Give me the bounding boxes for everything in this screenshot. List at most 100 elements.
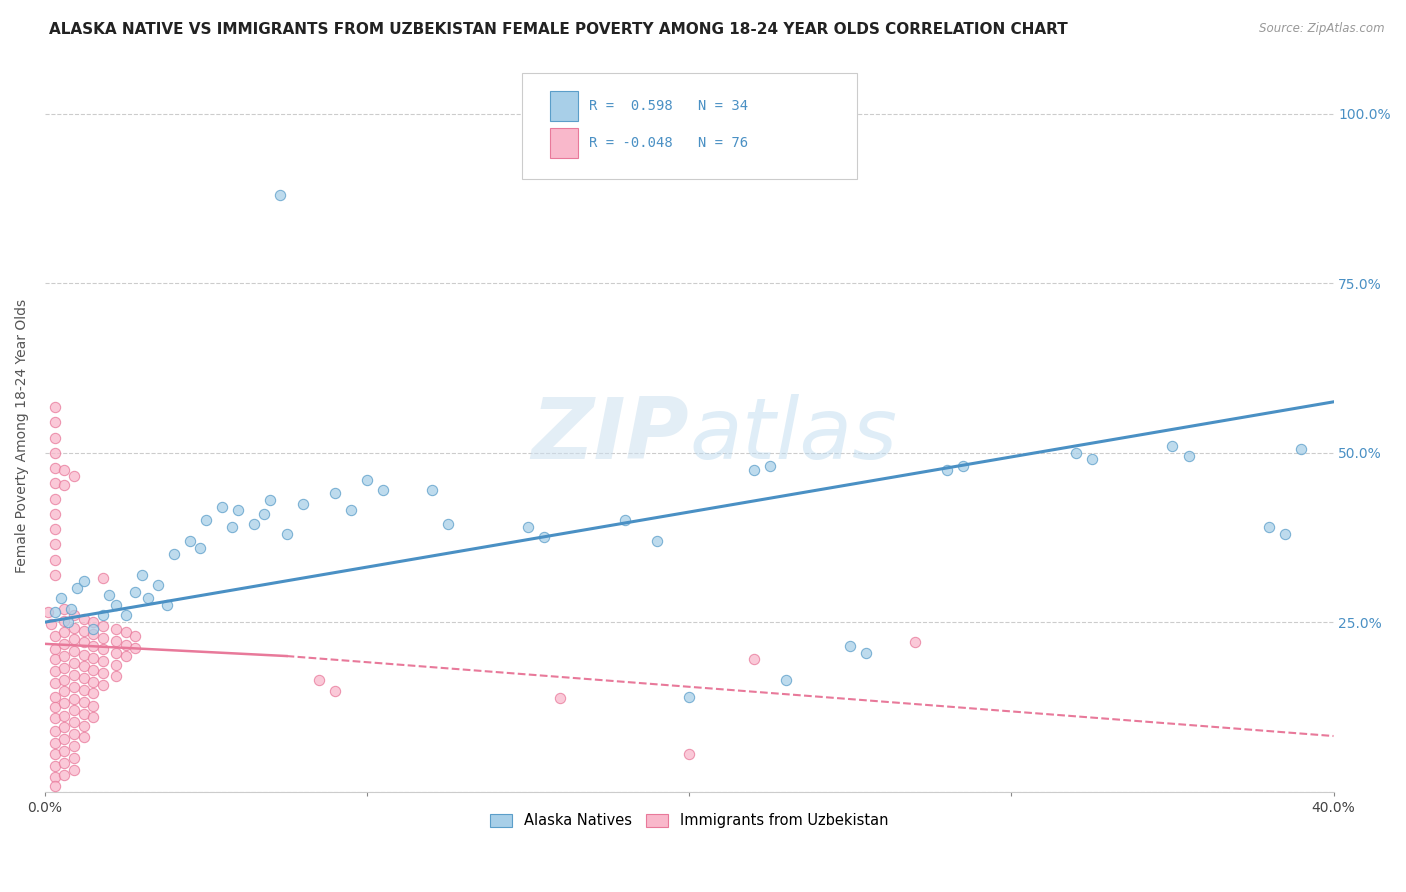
Point bbox=[259, 493, 281, 508]
Point bbox=[53, 731, 76, 746]
Point bbox=[53, 767, 76, 781]
Point bbox=[91, 642, 114, 657]
Point bbox=[53, 744, 76, 758]
Point bbox=[91, 665, 114, 680]
Point bbox=[517, 520, 540, 534]
Point bbox=[104, 669, 127, 683]
Point bbox=[63, 644, 86, 658]
Point bbox=[678, 690, 700, 704]
Text: R =  0.598   N = 34: R = 0.598 N = 34 bbox=[589, 99, 748, 113]
Point bbox=[82, 615, 104, 629]
Point bbox=[53, 625, 76, 640]
Point bbox=[53, 637, 76, 651]
Point bbox=[373, 483, 395, 497]
Point bbox=[44, 629, 66, 643]
Point bbox=[44, 664, 66, 678]
Legend: Alaska Natives, Immigrants from Uzbekistan: Alaska Natives, Immigrants from Uzbekist… bbox=[484, 807, 894, 834]
Point bbox=[82, 663, 104, 677]
Point bbox=[72, 648, 94, 662]
Point bbox=[53, 648, 76, 663]
Point bbox=[72, 682, 94, 697]
Point bbox=[742, 652, 765, 666]
Point bbox=[44, 400, 66, 414]
Point bbox=[1081, 452, 1104, 467]
FancyBboxPatch shape bbox=[550, 91, 578, 121]
Point bbox=[63, 703, 86, 717]
Text: R = -0.048   N = 76: R = -0.048 N = 76 bbox=[589, 136, 748, 150]
Point bbox=[855, 646, 877, 660]
Point bbox=[179, 533, 201, 548]
Point bbox=[44, 415, 66, 429]
Point bbox=[63, 763, 86, 777]
Point bbox=[226, 503, 249, 517]
Point bbox=[56, 615, 79, 629]
Point bbox=[276, 527, 298, 541]
Point bbox=[63, 750, 86, 764]
Point bbox=[613, 513, 636, 527]
Point bbox=[72, 624, 94, 638]
Point bbox=[63, 632, 86, 646]
Text: Source: ZipAtlas.com: Source: ZipAtlas.com bbox=[1260, 22, 1385, 36]
Point bbox=[44, 431, 66, 445]
Point bbox=[63, 469, 86, 483]
Point bbox=[72, 612, 94, 626]
Point bbox=[63, 621, 86, 635]
Point bbox=[63, 656, 86, 670]
Point bbox=[91, 678, 114, 692]
Point bbox=[37, 605, 59, 619]
Point bbox=[758, 459, 780, 474]
Point bbox=[72, 719, 94, 733]
Point bbox=[323, 486, 346, 500]
Point bbox=[114, 608, 136, 623]
Point bbox=[91, 655, 114, 669]
Point bbox=[53, 673, 76, 687]
Point bbox=[53, 614, 76, 628]
Point bbox=[44, 747, 66, 762]
Point bbox=[98, 588, 121, 602]
Point bbox=[146, 578, 169, 592]
Point bbox=[53, 601, 76, 615]
Point bbox=[44, 736, 66, 750]
Point bbox=[131, 567, 153, 582]
Point bbox=[49, 591, 72, 606]
Point bbox=[53, 660, 76, 674]
Point bbox=[1177, 449, 1199, 463]
Point bbox=[436, 516, 458, 531]
Point bbox=[63, 608, 86, 623]
Point bbox=[839, 639, 862, 653]
Point bbox=[269, 188, 291, 202]
Point bbox=[63, 668, 86, 682]
Point bbox=[44, 676, 66, 690]
Y-axis label: Female Poverty Among 18-24 Year Olds: Female Poverty Among 18-24 Year Olds bbox=[15, 299, 30, 573]
Point bbox=[243, 516, 266, 531]
Point bbox=[1064, 445, 1087, 459]
Point bbox=[72, 706, 94, 721]
Point bbox=[72, 731, 94, 745]
Point bbox=[82, 686, 104, 700]
Point bbox=[124, 640, 146, 655]
Point bbox=[124, 629, 146, 643]
Point bbox=[82, 651, 104, 665]
Point bbox=[104, 622, 127, 636]
Point bbox=[44, 553, 66, 567]
Point bbox=[53, 756, 76, 771]
Point bbox=[44, 522, 66, 536]
Point bbox=[420, 483, 443, 497]
Point bbox=[904, 635, 927, 649]
Point bbox=[104, 634, 127, 648]
Point bbox=[44, 642, 66, 657]
Point bbox=[775, 673, 797, 687]
Point bbox=[53, 684, 76, 698]
Point bbox=[44, 652, 66, 666]
Point bbox=[44, 445, 66, 459]
Point bbox=[356, 473, 378, 487]
Point bbox=[952, 459, 974, 474]
Point bbox=[124, 584, 146, 599]
Point bbox=[114, 625, 136, 640]
Point bbox=[550, 691, 572, 706]
Point bbox=[44, 605, 66, 619]
Point bbox=[53, 708, 76, 723]
Point bbox=[104, 646, 127, 660]
Point bbox=[66, 581, 89, 595]
Point bbox=[742, 462, 765, 476]
